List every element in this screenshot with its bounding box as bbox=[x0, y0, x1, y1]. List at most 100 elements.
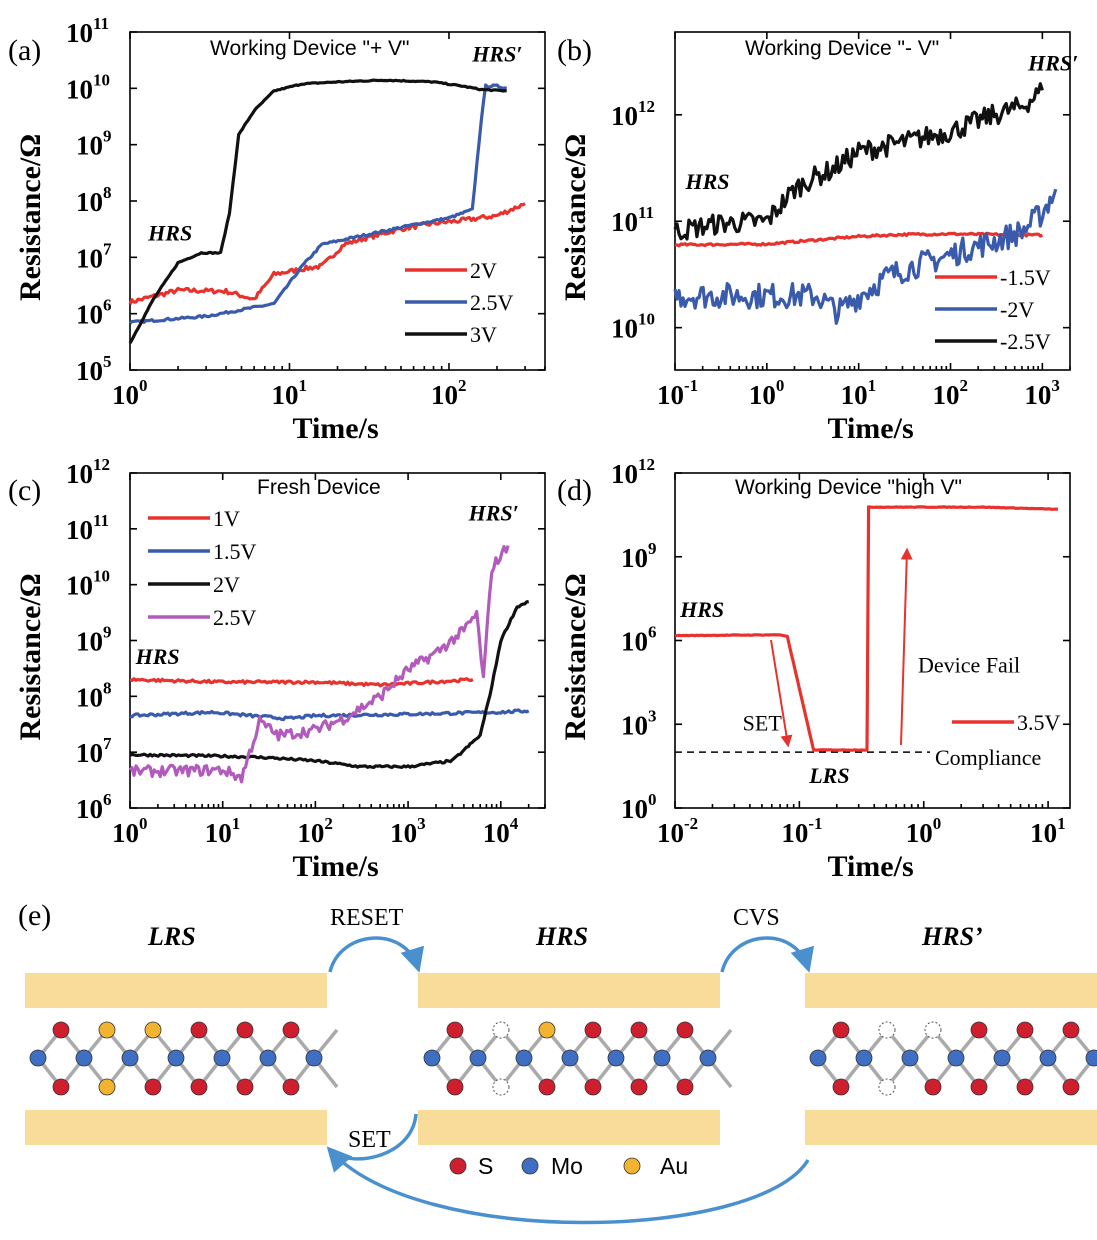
plot-frame bbox=[674, 31, 1071, 371]
panel-label: (d) bbox=[557, 474, 592, 507]
s-atom bbox=[282, 1078, 300, 1096]
mo-atom bbox=[259, 1049, 277, 1067]
y-tick-label: 1011 bbox=[66, 511, 109, 545]
x-axis-label: Time/s bbox=[293, 850, 379, 883]
lattice-2 bbox=[809, 1021, 1097, 1096]
legend-s-label: S bbox=[478, 1153, 493, 1179]
y-tick-label: 108 bbox=[76, 678, 112, 712]
reset-arrow bbox=[328, 936, 425, 973]
s-atom bbox=[584, 1078, 602, 1096]
state-label-hrs-prime: HRS’ bbox=[921, 922, 983, 951]
au-atom bbox=[144, 1021, 162, 1039]
s-atom bbox=[190, 1021, 208, 1039]
series-line--2.5V bbox=[673, 82, 1044, 241]
atom-legend: S Mo Au bbox=[449, 1153, 688, 1179]
s-atom bbox=[446, 1021, 464, 1039]
series-line-2V bbox=[129, 599, 530, 770]
x-tick-label: 104 bbox=[483, 814, 519, 848]
s-atom bbox=[584, 1021, 602, 1039]
top-electrode-hrs bbox=[418, 973, 720, 1008]
s-atom bbox=[236, 1078, 254, 1096]
bottom-electrode-hrs-prime bbox=[805, 1110, 1097, 1145]
y-axis-label: Resistance/Ω bbox=[14, 134, 47, 301]
y-tick-label: 109 bbox=[76, 623, 112, 657]
mo-atom bbox=[167, 1049, 185, 1067]
mo-atom bbox=[515, 1049, 533, 1067]
x-tick-label: 10-1 bbox=[657, 376, 698, 410]
panel-label: (b) bbox=[557, 34, 592, 67]
series-line-2.5V bbox=[128, 545, 510, 784]
mo-atom bbox=[75, 1049, 93, 1067]
y-tick-label: 1012 bbox=[611, 455, 655, 489]
mo-atom bbox=[607, 1049, 625, 1067]
series-line--2V bbox=[673, 188, 1058, 325]
x-tick-label: 10-2 bbox=[657, 814, 698, 848]
compliance-label: Compliance bbox=[935, 745, 1041, 770]
series-line-2V bbox=[128, 202, 526, 306]
s-atom bbox=[538, 1078, 556, 1096]
legend-label: -1.5V bbox=[1000, 265, 1051, 290]
x-tick-label: 101 bbox=[841, 376, 877, 410]
reset-label: RESET bbox=[330, 905, 404, 931]
annotation: HRS bbox=[147, 220, 192, 245]
x-axis-label: Time/s bbox=[828, 412, 914, 445]
legend-au-label: Au bbox=[660, 1153, 688, 1179]
y-axis-label: Resistance/Ω bbox=[559, 573, 592, 740]
s-atom bbox=[970, 1021, 988, 1039]
top-electrode-hrs-prime bbox=[805, 973, 1097, 1008]
s-atom bbox=[1062, 1078, 1080, 1096]
s-atom bbox=[676, 1021, 694, 1039]
mo-atom bbox=[469, 1049, 487, 1067]
set-transition-arrow bbox=[770, 639, 793, 748]
au-atom bbox=[98, 1021, 116, 1039]
s-atom bbox=[1016, 1078, 1034, 1096]
legend-au-marker bbox=[623, 1157, 641, 1175]
annotation: SET bbox=[743, 710, 783, 735]
y-axis-label: Resistance/Ω bbox=[559, 134, 592, 301]
mo-atom bbox=[653, 1049, 671, 1067]
legend-label: 2V bbox=[213, 572, 240, 597]
sulfur-vacancy bbox=[492, 1078, 510, 1096]
y-tick-label: 106 bbox=[76, 790, 112, 824]
y-tick-label: 109 bbox=[621, 539, 657, 573]
s-atom bbox=[630, 1078, 648, 1096]
schematic-panel-e: (e) LRS HRS HRS’ RESET CVS SET S Mo Au bbox=[18, 899, 1097, 1225]
set-label: SET bbox=[348, 1127, 391, 1153]
state-label-hrs: HRS bbox=[535, 922, 588, 951]
x-tick-label: 100 bbox=[906, 814, 942, 848]
panel-label-e: (e) bbox=[18, 899, 51, 932]
legend-label: 3V bbox=[470, 322, 497, 347]
y-tick-label: 106 bbox=[621, 623, 657, 657]
mo-atom bbox=[901, 1049, 919, 1067]
mo-atom bbox=[993, 1049, 1011, 1067]
legend-mo-marker bbox=[521, 1157, 539, 1175]
chart-title: Working Device "+ V" bbox=[210, 37, 410, 60]
mo-atom bbox=[1039, 1049, 1057, 1067]
series-line-3.5V bbox=[674, 505, 1059, 752]
legend-label: -2.5V bbox=[1000, 329, 1051, 354]
x-tick-label: 100 bbox=[112, 814, 148, 848]
y-tick-label: 107 bbox=[76, 239, 112, 273]
x-tick-label: 10-1 bbox=[781, 814, 822, 848]
y-tick-label: 1010 bbox=[66, 567, 110, 601]
s-atom bbox=[1016, 1021, 1034, 1039]
chart-title: Fresh Device bbox=[257, 476, 381, 499]
lattices bbox=[29, 1021, 1097, 1096]
mo-atom bbox=[305, 1049, 323, 1067]
s-atom bbox=[970, 1078, 988, 1096]
series-line--1.5V bbox=[674, 231, 1044, 248]
chart-title: Working Device "- V" bbox=[745, 37, 939, 60]
state-label-lrs: LRS bbox=[147, 922, 196, 951]
mo-atom bbox=[1085, 1049, 1097, 1067]
lattice-0 bbox=[29, 1021, 339, 1096]
y-tick-label: 1011 bbox=[611, 203, 654, 237]
annotation: HRS bbox=[135, 644, 180, 669]
series-line-1V bbox=[129, 677, 474, 688]
annotation: HRS bbox=[684, 169, 729, 194]
set-arrow-large bbox=[326, 1146, 810, 1225]
y-tick-label: 108 bbox=[76, 183, 112, 217]
series-line-3V bbox=[128, 78, 507, 344]
legend-label: 2V bbox=[470, 258, 497, 283]
cvs-label: CVS bbox=[733, 905, 780, 931]
